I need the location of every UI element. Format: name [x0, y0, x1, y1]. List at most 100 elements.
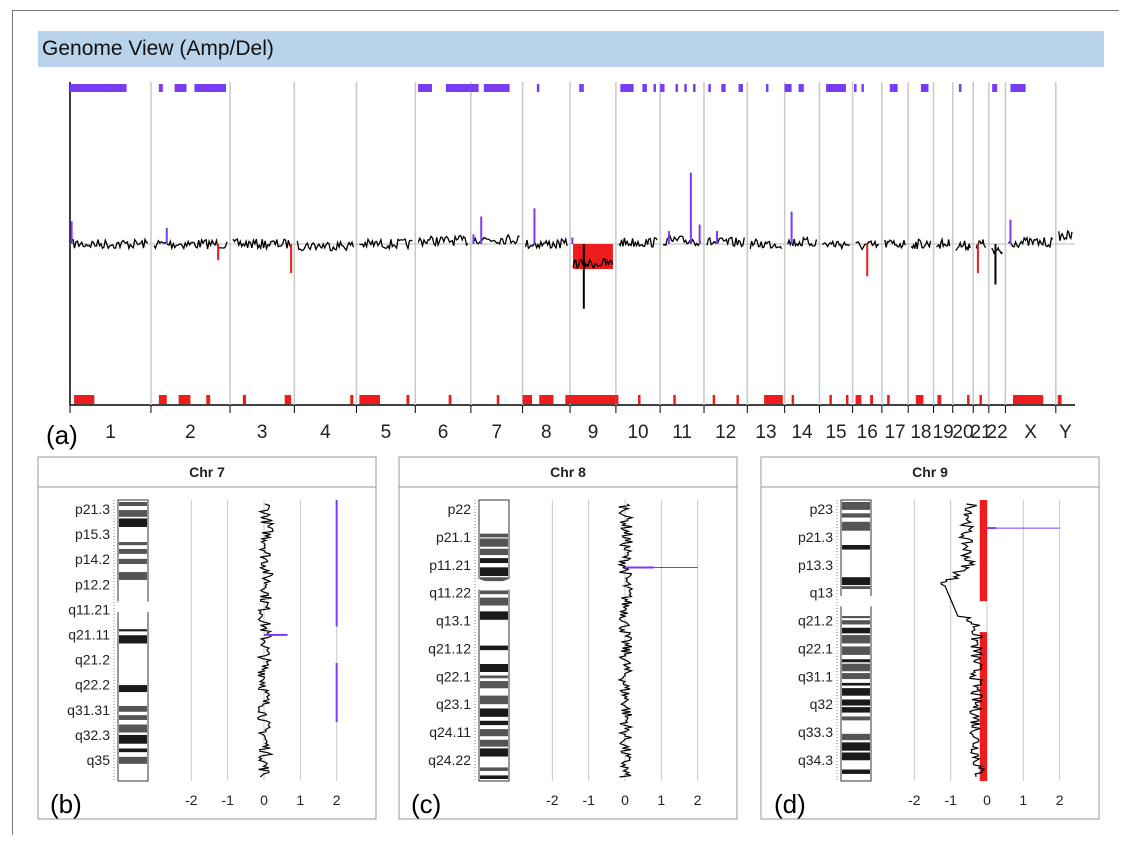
amp-region-marker [684, 84, 687, 92]
del-region-marker [284, 395, 292, 404]
genome-profile-segment [572, 258, 614, 270]
amp-region-marker [70, 84, 127, 92]
ideogram-band [119, 502, 147, 507]
ideogram-band [480, 720, 508, 726]
del-region-marker [522, 395, 533, 404]
band-label: q22.2 [75, 677, 110, 693]
chromosome-label: 14 [791, 422, 813, 443]
x-tick-label: -2 [908, 792, 921, 808]
band-label: q21.11 [68, 627, 110, 643]
del-region-marker [570, 395, 616, 404]
panel-label-c: (c) [411, 789, 442, 819]
del-region-marker [870, 395, 874, 404]
ideogram-band [480, 739, 508, 747]
band-label: p21.3 [798, 529, 833, 545]
del-region-marker [1057, 395, 1062, 404]
x-tick-label: -1 [221, 792, 234, 808]
genome-view-title: Genome View (Amp/Del) [42, 37, 274, 60]
genome-profile-segment [955, 240, 971, 252]
genome-profile-segment [991, 246, 1003, 255]
panel-title-bar [398, 456, 738, 488]
band-label: q32.3 [75, 727, 110, 743]
del-region-marker [615, 395, 619, 404]
amp-region-marker [992, 84, 998, 92]
x-tick-label: 1 [296, 792, 304, 808]
ideogram-band [480, 729, 508, 737]
band-label: q24.11 [429, 724, 471, 740]
band-label: q22.1 [798, 640, 833, 656]
genome-profile-segment [1058, 229, 1073, 241]
del-region-marker [937, 395, 942, 404]
band-label: q23.1 [436, 696, 471, 712]
genome-profile-segment [936, 236, 951, 249]
ideogram-band [480, 558, 508, 564]
panel-label-d: (d) [774, 789, 806, 819]
profile-trace [616, 503, 635, 778]
ideogram-band [119, 572, 147, 580]
x-tick-label: 0 [621, 792, 629, 808]
ideogram-band [842, 682, 870, 686]
del-region-marker [791, 395, 795, 404]
chromosome-label: Y [1059, 422, 1072, 443]
amp-region-marker [675, 84, 678, 92]
band-label: p21.3 [75, 501, 110, 517]
band-label: q34.3 [798, 752, 833, 768]
chromosome-label: 10 [627, 422, 648, 443]
amp-region-marker [784, 84, 792, 92]
panel-border [37, 456, 377, 820]
ideogram-band [480, 663, 508, 673]
ideogram-band [842, 502, 870, 510]
ideogram-band [119, 748, 147, 753]
genome-profile-segment [417, 234, 469, 249]
ideogram-band [480, 533, 508, 538]
panel-label-a: (a) [46, 420, 78, 450]
x-tick-label: -2 [546, 792, 559, 808]
band-label: q13.1 [436, 613, 471, 629]
ideogram-band [842, 521, 870, 531]
band-label: q32 [810, 696, 834, 712]
chromosome-label: 1 [105, 422, 116, 443]
band-label: q24.22 [428, 752, 471, 768]
del-region-marker [539, 395, 554, 404]
band-label: q21.12 [428, 640, 471, 656]
del-region-marker [967, 395, 970, 404]
amp-region-marker [765, 84, 769, 92]
panel-label-b: (b) [50, 789, 82, 819]
ideogram-band [842, 635, 870, 644]
ideogram-band [480, 611, 508, 620]
amp-region-marker [174, 84, 187, 92]
amp-region-marker [721, 84, 726, 92]
band-label: p11.21 [429, 557, 471, 573]
x-tick-label: 0 [260, 792, 268, 808]
genome-profile-segment [618, 237, 658, 248]
genome-profile-segment [524, 236, 568, 250]
ideogram-band [842, 699, 870, 706]
chromosome-label: 21 [970, 422, 991, 443]
amp-region-marker [579, 84, 584, 92]
del-region-marker [979, 395, 982, 404]
amp-region-marker [826, 84, 846, 92]
del-region-marker [496, 395, 500, 404]
x-tick-label: -1 [582, 792, 595, 808]
band-label: q33.3 [798, 724, 833, 740]
amp-region-marker [660, 84, 665, 92]
ideogram-band [119, 510, 147, 517]
band-label: p15.3 [75, 526, 110, 542]
ideogram-band [119, 518, 147, 527]
ideogram-band [842, 742, 870, 751]
chromosome-label: 20 [952, 422, 973, 443]
ideogram-band [480, 597, 508, 606]
chromosome-label: 15 [825, 422, 846, 443]
del-region-marker [359, 395, 380, 404]
chromosome-label: 12 [715, 422, 736, 443]
chromosome-label: 7 [491, 422, 502, 443]
chromosome-panel-chr9: Chr 9 -2 -1 0 1 2 p23 p21.3 p13.3 q13 q21.2 q22.1 q3… [760, 456, 1100, 820]
ideogram-band [119, 685, 147, 693]
genome-profile-segment [72, 237, 149, 251]
ideogram-band [842, 707, 870, 713]
figure-frame [12, 10, 1119, 835]
band-label: p22 [448, 501, 472, 517]
chromosome-panel-chr8: Chr 8 -2 -1 0 1 2 p22 p21.1 p11.21 q11.22 q13.1 q21… [398, 456, 738, 820]
